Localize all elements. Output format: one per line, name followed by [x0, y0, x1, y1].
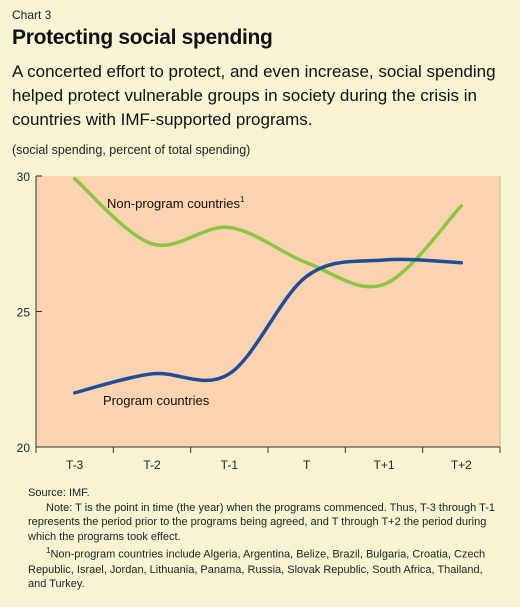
- footnote-text: Non-program countries include Algeria, A…: [28, 549, 486, 591]
- note-text: Note: T is the point in time (the year) …: [28, 501, 495, 543]
- x-tick-label: T+1: [373, 458, 394, 472]
- x-tick-label: T+2: [451, 458, 472, 472]
- chart-subtitle: A concerted effort to protect, and even …: [12, 62, 496, 129]
- series-line-program: [72, 257, 464, 395]
- footnote-mark: 1: [46, 546, 51, 556]
- chart-number: Chart 3: [12, 8, 52, 22]
- y-tick-label: 30: [17, 170, 31, 184]
- series-label-program: Program countries: [103, 393, 210, 408]
- chart-title: Protecting social spending: [12, 26, 273, 49]
- series-line-non-program: [72, 176, 464, 289]
- source-note: Source: IMF.: [28, 487, 90, 499]
- y-axis-unit: (social spending, percent of total spend…: [12, 143, 251, 157]
- series-label-non-program: Non-program countries1: [107, 195, 245, 211]
- footnotes: Source: IMF. Note: T is the point in tim…: [28, 486, 504, 592]
- footnote-1: 1Non-program countries include Algeria, …: [28, 544, 504, 591]
- x-tick-label: T-3: [66, 458, 84, 472]
- y-tick-label: 25: [17, 306, 31, 320]
- series-label-superscript: 1: [240, 195, 245, 204]
- x-tick-label: T-1: [221, 458, 239, 472]
- x-tick-label: T-2: [143, 458, 161, 472]
- y-tick-label: 20: [17, 441, 31, 455]
- x-tick-label: T: [303, 458, 311, 472]
- plot-area: [36, 176, 500, 447]
